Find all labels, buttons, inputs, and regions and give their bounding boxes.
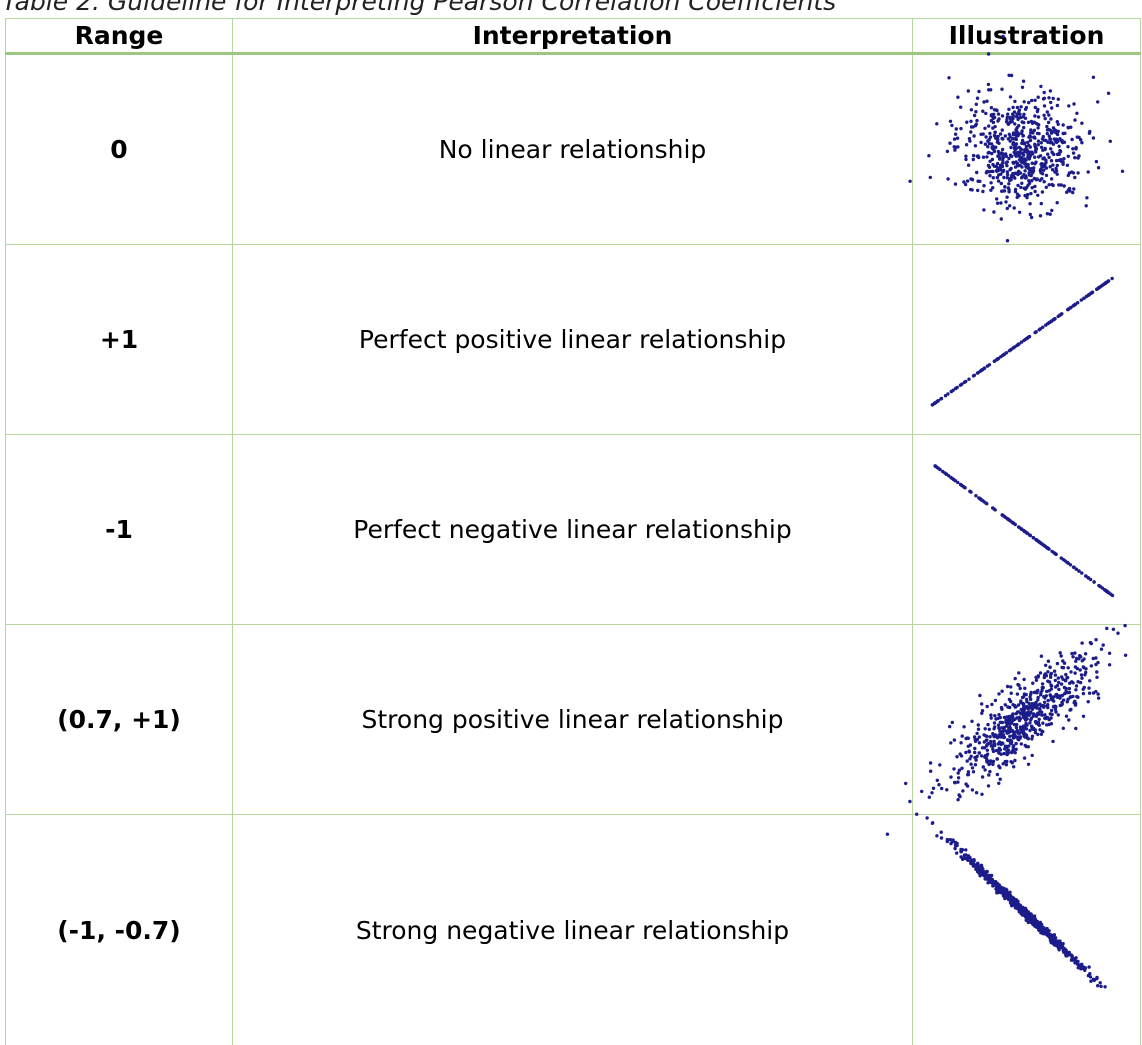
range-cell: +1 xyxy=(6,245,233,435)
row: (-1, -0.7)Strong negative linear relatio… xyxy=(6,815,1141,1045)
caption: Table 2. Guideline for Interpreting Pear… xyxy=(2,0,836,16)
interpretation-cell: Perfect negative linear relationship xyxy=(233,435,913,625)
range-cell: (-1, -0.7) xyxy=(6,815,233,1045)
header-cell: Illustration xyxy=(913,19,1141,54)
range-cell: (0.7, +1) xyxy=(6,625,233,815)
range-cell: 0 xyxy=(6,54,233,245)
illustration-cell xyxy=(913,54,1141,245)
header-cell: Range xyxy=(6,19,233,54)
header-row: Range Interpretation Illustration xyxy=(6,19,1141,54)
illustration-cell xyxy=(913,245,1141,435)
interpretation-cell: Strong negative linear relationship xyxy=(233,815,913,1045)
interpretation-cell: No linear relationship xyxy=(233,54,913,245)
illustration-cell xyxy=(913,625,1141,815)
row: (0.7, +1)Strong positive linear relation… xyxy=(6,625,1141,815)
header-cell: Interpretation xyxy=(233,19,913,54)
illustration-cell xyxy=(913,435,1141,625)
interpretation-cell: Perfect positive linear relationship xyxy=(233,245,913,435)
interpretation-cell: Strong positive linear relationship xyxy=(233,625,913,815)
range-cell: -1 xyxy=(6,435,233,625)
illustration-cell xyxy=(913,815,1141,1045)
